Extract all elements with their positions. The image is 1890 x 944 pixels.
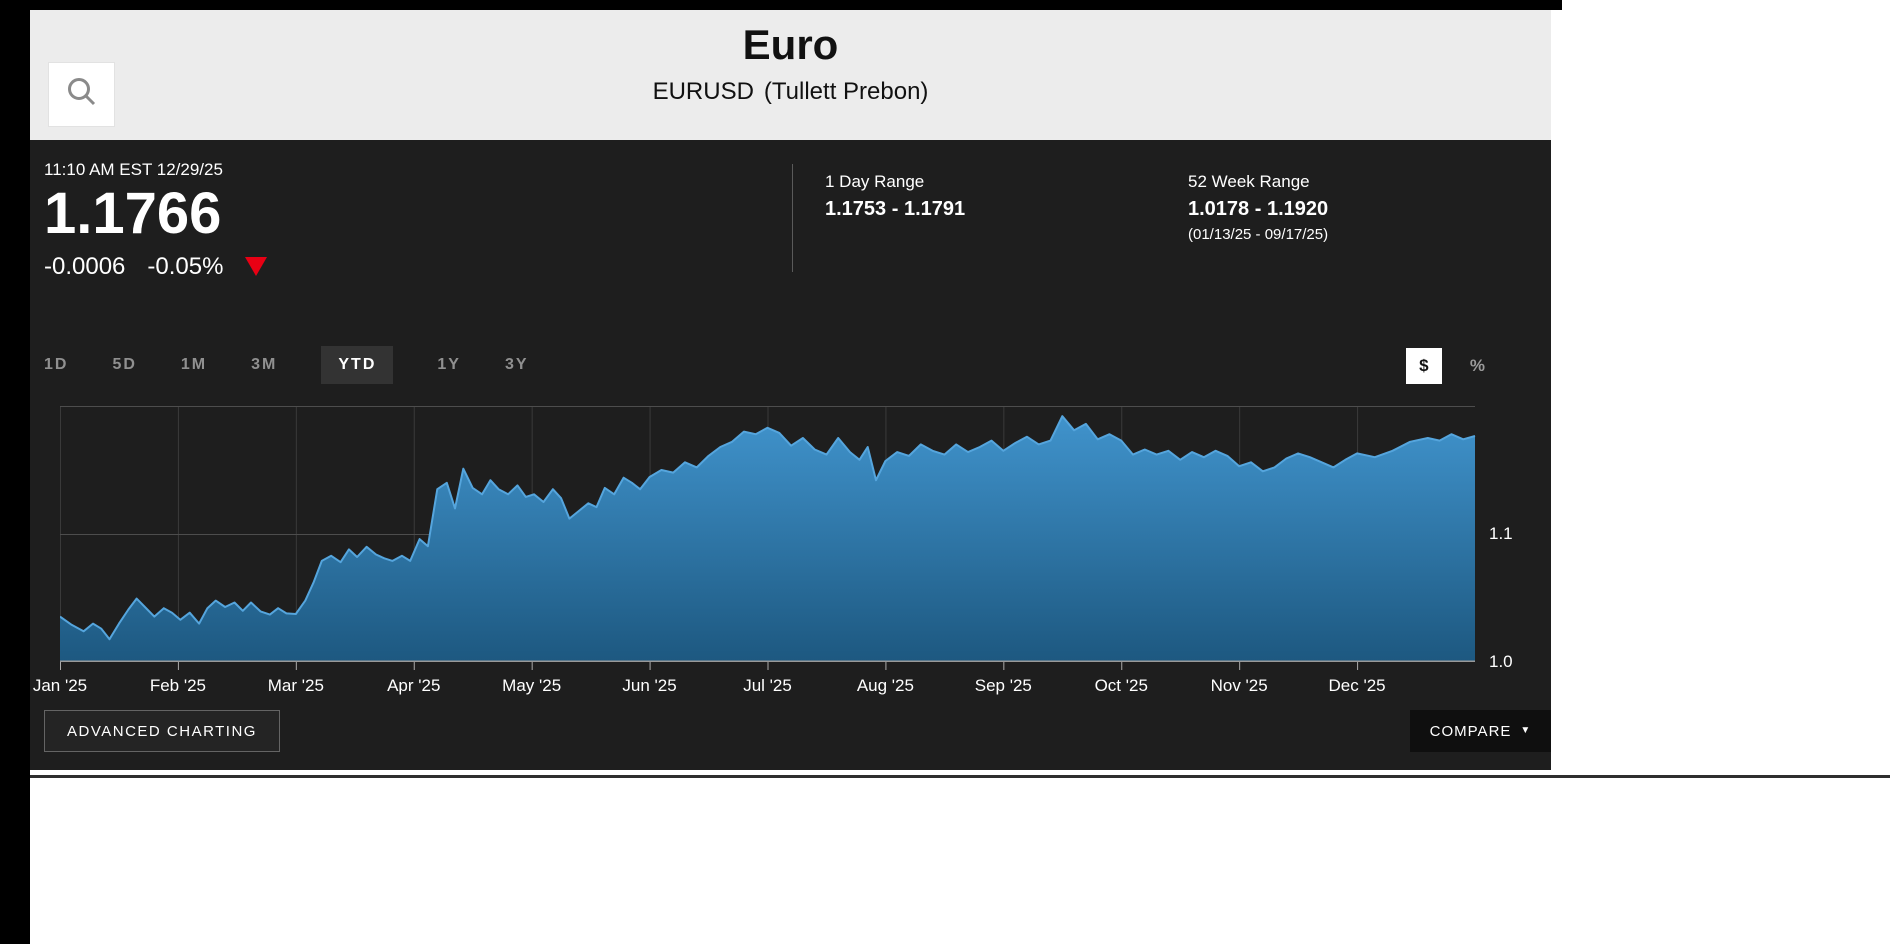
x-axis-label: Jul '25 [743, 676, 792, 695]
range-tab-5d[interactable]: 5D [112, 346, 136, 384]
compare-button[interactable]: COMPARE ▼ [1410, 710, 1551, 752]
fifty-two-week-range-label: 52 Week Range [1188, 172, 1310, 191]
down-arrow-icon [245, 257, 268, 277]
one-day-range: 1 Day Range 1.1753 - 1.1791 [825, 172, 965, 221]
dollar-toggle[interactable]: $ [1405, 348, 1442, 384]
y-axis-label: 1.0 [1489, 652, 1513, 671]
fifty-two-week-range-value: 1.0178 - 1.1920 [1188, 198, 1329, 220]
search-button[interactable] [48, 62, 115, 127]
x-axis-label: Sep '25 [974, 676, 1032, 695]
x-axis-label: Mar '25 [267, 676, 324, 695]
x-axis-label: Nov '25 [1210, 676, 1268, 695]
instrument-header: Euro EURUSD (Tullett Prebon) [30, 10, 1551, 140]
quote-change: -0.0006 [44, 252, 126, 280]
compare-button-label: COMPARE [1429, 722, 1512, 740]
instrument-symbol: EURUSD [652, 78, 754, 106]
range-tab-3y[interactable]: 3Y [505, 346, 529, 384]
instrument-subtitle: EURUSD (Tullett Prebon) [30, 78, 1551, 106]
one-day-range-value: 1.1753 - 1.1791 [825, 198, 966, 220]
area-chart-canvas[interactable] [60, 406, 1477, 672]
top-black-bar [0, 0, 1562, 10]
instrument-exchange: (Tullett Prebon) [763, 78, 929, 106]
x-axis-label: Jun '25 [622, 676, 677, 695]
x-axis-label: Jan '25 [32, 676, 88, 695]
time-range-tabs: 1D 5D 1M 3M YTD 1Y 3Y [44, 346, 1551, 384]
percent-toggle[interactable]: % [1464, 355, 1491, 377]
search-icon [62, 73, 102, 116]
quote-price: 1.1766 [44, 181, 222, 246]
x-axis-label: Apr '25 [387, 676, 441, 695]
fifty-two-week-range-dates: (01/13/25 - 09/17/25) [1188, 226, 1329, 243]
instrument-title: Euro [742, 21, 839, 68]
x-axis-label: Aug '25 [856, 676, 914, 695]
advanced-charting-button[interactable]: ADVANCED CHARTING [44, 710, 280, 752]
range-tab-1m[interactable]: 1M [181, 346, 207, 384]
range-tab-ytd[interactable]: YTD [321, 346, 394, 384]
x-axis-label: Oct '25 [1094, 676, 1148, 695]
quote-block: 11:10 AM EST 12/29/25 1.1766 -0.0006 -0.… [44, 160, 268, 281]
chevron-down-icon: ▼ [1520, 725, 1532, 736]
chart-actions: ADVANCED CHARTING COMPARE ▼ [44, 710, 1551, 752]
quote-panel: 11:10 AM EST 12/29/25 1.1766 -0.0006 -0.… [30, 140, 1551, 770]
x-axis-label: Dec '25 [1328, 676, 1386, 695]
x-axis-label: May '25 [502, 676, 562, 695]
quote-change-row: -0.0006 -0.05% [44, 252, 268, 281]
range-tab-3m[interactable]: 3M [251, 346, 277, 384]
left-black-strip [0, 10, 30, 944]
chart-toolbar: 1D 5D 1M 3M YTD 1Y 3Y $ % [44, 346, 1551, 390]
quote-change-percent: -0.05% [147, 252, 224, 280]
section-divider [30, 775, 1890, 778]
y-axis-label: 1.1 [1489, 524, 1513, 543]
quote-timestamp: 11:10 AM EST 12/29/25 [44, 160, 223, 179]
range-tab-1y[interactable]: 1Y [437, 346, 461, 384]
price-chart[interactable]: Jan '25 Feb '25 Mar '25 Apr '25 May '25 Jun '… [33, 406, 1530, 718]
x-axis-label: Feb '25 [149, 676, 206, 695]
main-content: Euro EURUSD (Tullett Prebon) 11:10 AM EST… [30, 10, 1551, 770]
fifty-two-week-range: 52 Week Range 1.0178 - 1.1920 (01/13/25 … [1188, 172, 1328, 243]
unit-toggle-group: $ % [1405, 348, 1491, 384]
vertical-divider [792, 164, 793, 272]
range-tab-1d[interactable]: 1D [44, 346, 68, 384]
one-day-range-label: 1 Day Range [825, 172, 925, 191]
